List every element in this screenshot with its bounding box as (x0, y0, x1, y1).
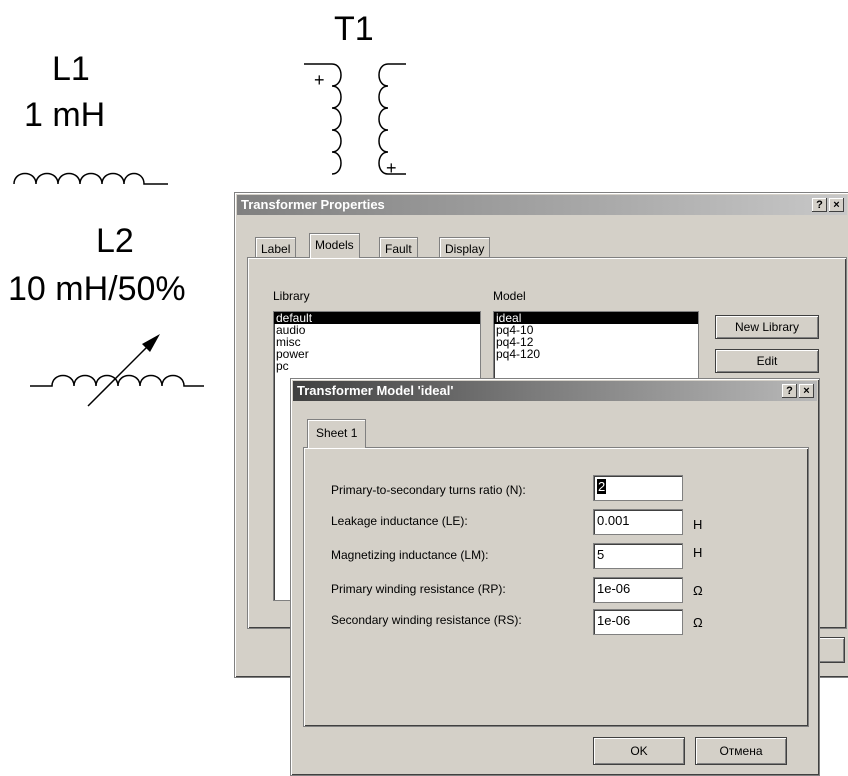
model-item[interactable]: pq4-12 (496, 335, 534, 349)
model-titlebar[interactable]: Transformer Model 'ideal' ? × (293, 381, 817, 401)
properties-close-button[interactable]: × (829, 198, 844, 212)
library-label: Library (273, 289, 310, 303)
inductor-l1-symbol[interactable] (13, 160, 174, 190)
library-item[interactable]: default (274, 312, 480, 324)
model-item[interactable]: pq4-10 (496, 323, 534, 337)
primary-resistance-unit: Ω (693, 583, 703, 598)
model-label: Model (493, 289, 526, 303)
t1-secondary-polarity: + (386, 158, 397, 178)
library-item[interactable]: audio (276, 323, 306, 337)
library-item[interactable]: pc (276, 359, 289, 373)
magnetizing-inductance-label: Magnetizing inductance (LM): (331, 548, 489, 562)
model-item[interactable]: pq4-120 (496, 347, 541, 361)
tab-models[interactable]: Models (309, 233, 360, 258)
magnetizing-inductance-unit: H (693, 545, 703, 560)
t1-name: T1 (334, 10, 374, 48)
secondary-resistance-unit: Ω (693, 615, 703, 630)
secondary-resistance-label: Secondary winding resistance (RS): (331, 613, 522, 627)
leakage-inductance-input[interactable]: 0.001 (593, 509, 683, 535)
tab-sheet-1[interactable]: Sheet 1 (307, 419, 367, 448)
model-dialog-title: Transformer Model 'ideal' (297, 383, 454, 398)
transformer-t1-symbol[interactable]: + + (296, 60, 426, 190)
t1-primary-polarity: + (314, 70, 325, 90)
new-library-button[interactable]: New Library (715, 315, 819, 339)
properties-titlebar[interactable]: Transformer Properties ? × (237, 195, 847, 215)
tab-label[interactable]: Label (255, 237, 297, 259)
library-item[interactable]: misc (276, 335, 301, 349)
variable-inductor-l2-symbol[interactable] (30, 330, 210, 410)
l2-value: 10 mH/50% (8, 270, 186, 308)
secondary-resistance-input[interactable]: 1e-06 (593, 609, 683, 635)
model-item[interactable]: ideal (494, 312, 698, 324)
edit-button[interactable]: Edit (715, 349, 819, 373)
model-help-button[interactable]: ? (782, 384, 797, 398)
turns-ratio-label: Primary-to-secondary turns ratio (N): (331, 483, 526, 497)
primary-resistance-input[interactable]: 1e-06 (593, 577, 683, 603)
sheet-1-panel (303, 447, 809, 727)
ok-button[interactable]: OK (593, 737, 685, 765)
properties-help-button[interactable]: ? (812, 198, 827, 212)
l1-name: L1 (52, 50, 90, 88)
turns-ratio-input[interactable]: 2 (593, 475, 683, 501)
tab-fault[interactable]: Fault (379, 237, 418, 259)
tab-display[interactable]: Display (439, 237, 491, 259)
magnetizing-inductance-input[interactable]: 5 (593, 543, 683, 569)
leakage-inductance-unit: H (693, 517, 703, 532)
leakage-inductance-label: Leakage inductance (LE): (331, 514, 468, 528)
l2-name: L2 (96, 222, 134, 260)
cancel-button[interactable]: Отмена (695, 737, 787, 765)
model-close-button[interactable]: × (799, 384, 814, 398)
transformer-model-dialog: Transformer Model 'ideal' ? × Sheet 1 Pr… (290, 378, 820, 776)
turns-ratio-value: 2 (597, 479, 607, 494)
l1-value: 1 mH (24, 96, 106, 134)
properties-title: Transformer Properties (241, 197, 385, 212)
library-item[interactable]: power (276, 347, 309, 361)
primary-resistance-label: Primary winding resistance (RP): (331, 582, 506, 596)
